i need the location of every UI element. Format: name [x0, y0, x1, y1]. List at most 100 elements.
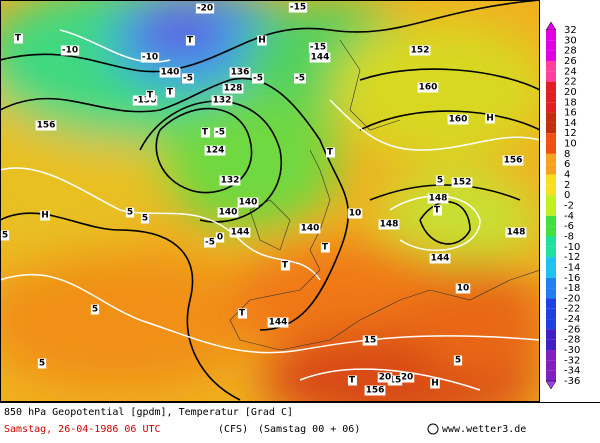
map-label-bg: [447, 114, 469, 125]
map-label-bg: [237, 197, 259, 208]
map-label: 140: [161, 68, 180, 78]
colorbar-label: -34: [564, 366, 580, 377]
map-label-bg: [13, 33, 23, 44]
map-label: 152: [411, 46, 430, 56]
map-frame: [0, 0, 540, 402]
map-label: -136: [134, 96, 157, 106]
map-label-bg: [219, 175, 241, 186]
map-label: 132: [221, 176, 240, 186]
map-label: -5: [215, 128, 225, 138]
colorbar-swatch: [546, 184, 556, 196]
map-label: -15: [310, 43, 326, 53]
map-label-bg: [505, 227, 527, 238]
colorbar-swatch: [546, 236, 556, 247]
colorbar-label: -12: [564, 252, 580, 263]
map-label-bg: [237, 308, 247, 319]
map-label-bg: [195, 3, 215, 14]
colorbar-swatch: [546, 360, 556, 371]
map-label: 5: [142, 214, 148, 224]
map-label: 144: [431, 254, 450, 264]
map-label: 15: [389, 376, 402, 386]
map-label: 5: [127, 208, 133, 218]
footer-site: www.wetter3.de: [442, 424, 526, 435]
map-label: 140: [219, 208, 238, 218]
map-label-bg: [267, 317, 289, 328]
map-label-bg: [140, 213, 150, 224]
map-label: 10: [349, 209, 362, 219]
colorbar-swatch: [546, 40, 556, 51]
map-label: -15: [290, 3, 306, 13]
colorbar-label: 30: [564, 35, 577, 46]
map-label: 148: [507, 228, 526, 238]
colorbar-label: -28: [564, 335, 580, 346]
map-label: 15: [364, 336, 377, 346]
colorbar-label: 20: [564, 87, 577, 98]
map-label-bg: [229, 227, 251, 238]
map-label-bg: [485, 113, 495, 124]
map-label-bg: [435, 175, 445, 186]
map-label-bg: [455, 283, 471, 294]
map-label-bg: [347, 375, 357, 386]
map-label: T: [187, 36, 194, 46]
map-label: T: [282, 261, 289, 271]
colorbar-label: 4: [564, 170, 570, 181]
map-label-bg: [502, 155, 524, 166]
map-label-bg: [132, 95, 158, 106]
map-label-bg: [214, 127, 226, 138]
colorbar-swatch: [546, 71, 556, 82]
colorbar-label: -10: [564, 242, 580, 253]
colorbar-label: 0: [564, 190, 570, 201]
map-label: 156: [504, 156, 523, 166]
colorbar-label: -36: [564, 376, 580, 387]
colorbar-label: -2: [564, 201, 574, 212]
colorbar-label: 2: [564, 180, 570, 191]
colorbar-swatch: [546, 60, 556, 72]
map-label: 156: [37, 121, 56, 131]
map-label-bg: [145, 90, 155, 101]
colorbar-swatch: [546, 112, 556, 123]
map-label-bg: [387, 375, 403, 386]
colorbar-label: 22: [564, 77, 577, 88]
map-label: 148: [429, 194, 448, 204]
map-label: 160: [449, 115, 468, 125]
map-label: T: [322, 243, 329, 253]
footer-date: Samstag, 26-04-1986 06 UTC: [4, 424, 161, 435]
map-label: 140: [239, 198, 258, 208]
map-label-bg: [35, 120, 57, 131]
map-label-bg: [364, 385, 386, 396]
map-label: T: [147, 91, 154, 101]
map-label-bg: [185, 35, 195, 46]
map-label-bg: [257, 35, 267, 46]
map-label: 144: [311, 53, 330, 63]
colorbar-top-arrow: [545, 21, 557, 31]
colorbar-swatch: [546, 350, 556, 361]
colorbar-label: -18: [564, 283, 580, 294]
map-label: T: [167, 88, 174, 98]
colorbar-label: 32: [564, 25, 577, 36]
map-label: -5: [205, 238, 215, 248]
map-label-bg: [252, 73, 264, 84]
colorbar-swatch: [546, 91, 556, 103]
colorbar-label: 8: [564, 149, 570, 160]
map-label-bg: [211, 95, 233, 106]
footer-title: 850 hPa Geopotential [gpdm], Temperatur …: [4, 407, 293, 418]
copyright-icon: [427, 423, 439, 435]
map-label-bg: [60, 45, 80, 56]
map-label-bg: [429, 253, 451, 264]
map-label-bg: [288, 2, 308, 13]
map-label-bg: [294, 73, 306, 84]
map-label: -10: [62, 46, 78, 56]
colorbar-swatch: [546, 133, 556, 144]
map-label: 148: [380, 220, 399, 230]
map-label: H: [486, 114, 494, 124]
colorbar-label: 24: [564, 66, 577, 77]
map-label: 20: [379, 373, 392, 383]
colorbar-label: 12: [564, 128, 577, 139]
colorbar-label: -26: [564, 324, 580, 335]
map-label-bg: [159, 67, 181, 78]
map-label-bg: [37, 358, 47, 369]
colorbar-label: 18: [564, 97, 577, 108]
map-label-bg: [215, 232, 225, 243]
map-label-bg: [399, 372, 415, 383]
map-label-bg: [140, 52, 160, 63]
